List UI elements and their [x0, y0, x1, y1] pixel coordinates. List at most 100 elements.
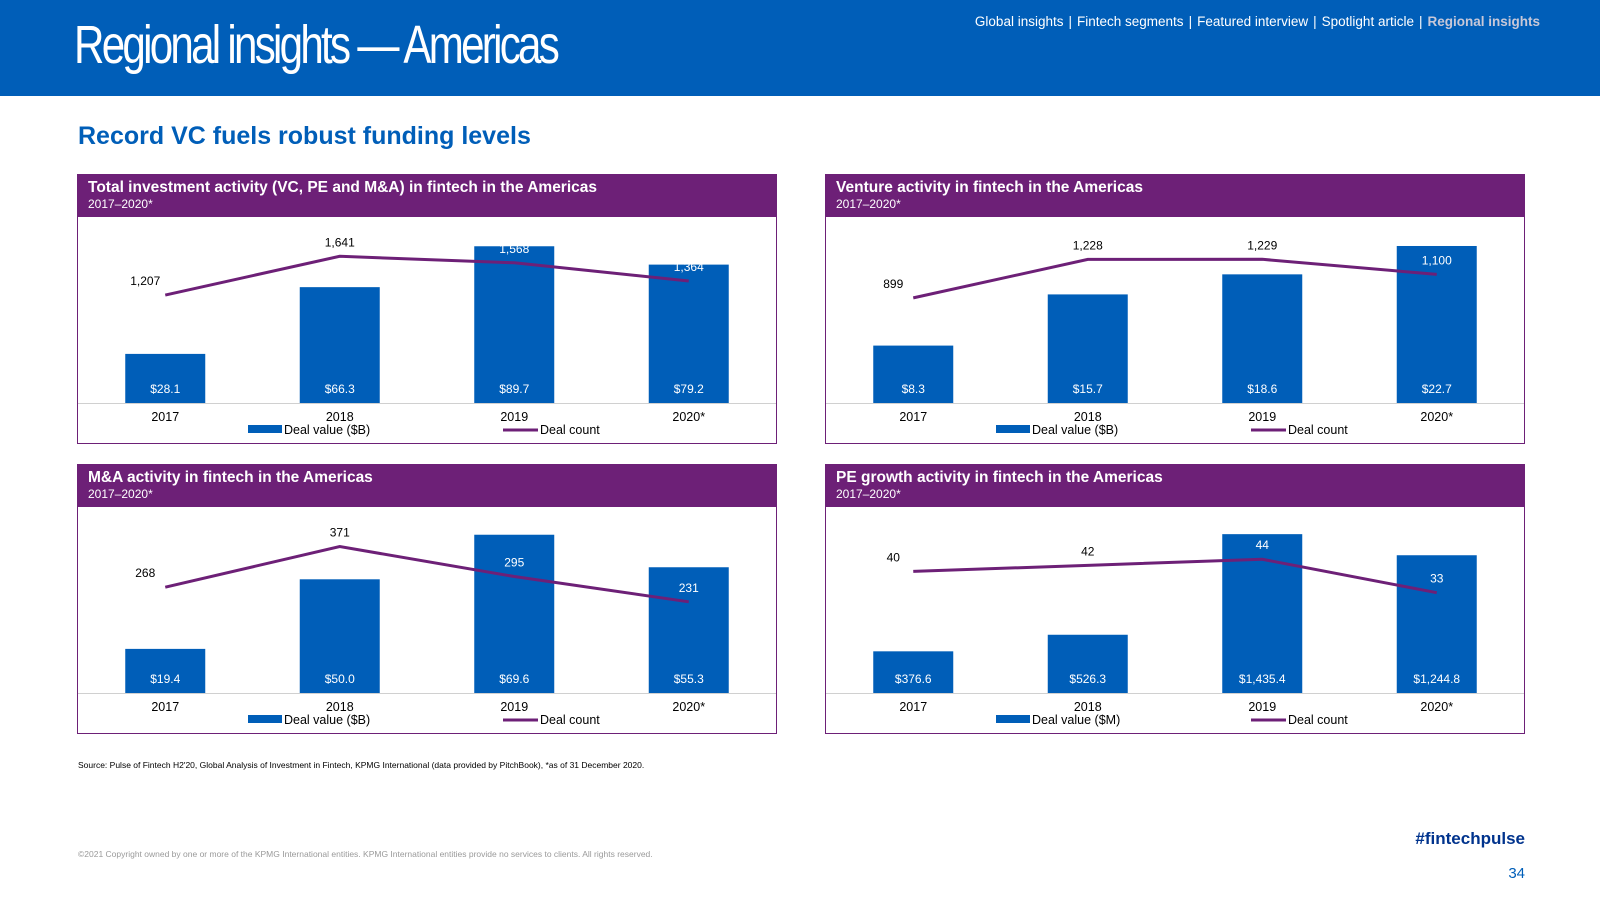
bar-value-label: $1,244.8: [1413, 672, 1460, 686]
deal-count-label: 1,207: [130, 274, 160, 288]
chart-period: 2017–2020*: [836, 197, 901, 211]
bar-2018: [299, 579, 380, 693]
bar-value-label: $22.7: [1422, 382, 1452, 396]
bar-value-label: $376.6: [895, 672, 932, 686]
x-tick-label: 2020*: [1420, 410, 1453, 424]
bar-value-label: $89.7: [499, 382, 529, 396]
bar-value-label: $28.1: [150, 382, 180, 396]
deal-count-label: 1,641: [325, 235, 355, 249]
copyright-notice: ©2021 Copyright owned by one or more of …: [78, 849, 653, 859]
nav-regional-insights[interactable]: Regional insights: [1427, 14, 1540, 29]
bar-2019: [474, 534, 555, 693]
legend-bar-swatch: [248, 715, 282, 723]
x-tick-label: 2019: [1248, 700, 1276, 714]
x-tick-label: 2018: [1074, 410, 1102, 424]
deal-count-label: 40: [887, 550, 901, 564]
chart-panel-total-investment: Total investment activity (VC, PE and M&…: [77, 174, 777, 444]
bar-2017: [125, 648, 206, 693]
section-subtitle: Record VC fuels robust funding levels: [78, 122, 531, 150]
bar-value-label: $69.6: [499, 672, 529, 686]
legend-line-label: Deal count: [1288, 713, 1348, 727]
chart-period: 2017–2020*: [836, 487, 901, 501]
bar-value-label: $526.3: [1069, 672, 1106, 686]
nav-separator: |: [1418, 14, 1423, 29]
legend-bar-label: Deal value ($M): [1032, 713, 1120, 727]
deal-count-label: 1,228: [1073, 238, 1103, 252]
deal-count-label: 295: [504, 556, 524, 570]
deal-count-label: 44: [1256, 538, 1270, 552]
deal-count-label: 42: [1081, 544, 1095, 558]
x-tick-label: 2019: [1248, 410, 1276, 424]
chart-title: PE growth activity in fintech in the Ame…: [836, 469, 1163, 486]
chart-ma-activity: $19.4 2017 $50.0 2018 $69.6 2019 $55.3 2020* 268…: [78, 526, 776, 727]
hashtag[interactable]: #fintechpulse: [1415, 829, 1525, 848]
deal-count-line: [164, 544, 689, 604]
bar-2020: [648, 264, 729, 403]
deal-count-label: 268: [135, 566, 155, 580]
deal-count-line: [164, 254, 689, 297]
x-tick-label: 2020*: [1420, 700, 1453, 714]
chart-period: 2017–2020*: [88, 197, 153, 211]
legend-line-label: Deal count: [540, 423, 600, 437]
x-tick-label: 2018: [326, 410, 354, 424]
legend-bar-label: Deal value ($B): [284, 713, 370, 727]
nav-separator: |: [1068, 14, 1072, 29]
bar-value-label: $55.3: [674, 672, 704, 686]
x-tick-label: 2020*: [672, 700, 705, 714]
header-bar: Regional insights — Americas Global insi…: [0, 0, 1600, 96]
chart-panel-pe-growth: PE growth activity in fintech in the Ame…: [825, 464, 1525, 734]
chart-pe-growth: $376.6 2017 $526.3 2018 $1,435.4 2019 $1,244.8…: [826, 534, 1524, 727]
nav-featured-interview[interactable]: Featured interview: [1197, 14, 1309, 29]
x-tick-label: 2019: [500, 700, 528, 714]
nav-spotlight-article[interactable]: Spotlight article: [1321, 14, 1414, 29]
chart-title: Total investment activity (VC, PE and M&…: [88, 179, 598, 196]
chart-total-investment: $28.1 2017 $66.3 2018 $89.7 2019 $79.2 2020* 1,2…: [78, 235, 776, 437]
chart-panel-venture-activity: Venture activity in fintech in the Ameri…: [825, 174, 1525, 444]
page-number: 34: [1508, 865, 1525, 882]
legend-bar-swatch: [996, 425, 1030, 433]
bar-2017: [873, 345, 954, 403]
bar-2019: [1222, 274, 1303, 403]
legend-line-label: Deal count: [1288, 423, 1348, 437]
x-tick-label: 2017: [151, 700, 179, 714]
bar-2017: [873, 651, 954, 693]
legend-line-label: Deal count: [540, 713, 600, 727]
legend-bar-swatch: [248, 425, 282, 433]
top-navigation: Global insights | Fintech segments | Fea…: [975, 14, 1540, 29]
deal-count-label: 371: [330, 526, 350, 540]
panel-header: Total investment activity (VC, PE and M&…: [78, 175, 776, 217]
bar-value-label: $8.3: [902, 382, 926, 396]
bar-value-label: $50.0: [325, 672, 355, 686]
deal-count-label: 899: [883, 277, 903, 291]
bar-value-label: $19.4: [150, 672, 180, 686]
deal-count-label: 231: [679, 581, 699, 595]
chart-title: Venture activity in fintech in the Ameri…: [836, 179, 1143, 196]
page-title: Regional insights — Americas: [74, 15, 560, 75]
deal-count-line: [913, 557, 1438, 595]
x-tick-label: 2017: [899, 700, 927, 714]
legend-bar-label: Deal value ($B): [1032, 423, 1118, 437]
deal-count-label: 1,100: [1422, 253, 1452, 267]
bar-value-label: $15.7: [1073, 382, 1103, 396]
chart-venture-activity: $8.3 2017 $15.7 2018 $18.6 2019 $22.7 2020* 899 1…: [826, 238, 1524, 437]
bar-2018: [1047, 634, 1128, 693]
x-tick-label: 2019: [500, 410, 528, 424]
bar-2019: [474, 246, 555, 403]
nav-fintech-segments[interactable]: Fintech segments: [1077, 14, 1184, 29]
x-tick-label: 2018: [326, 700, 354, 714]
bar-2018: [1047, 294, 1128, 403]
bar-value-label: $18.6: [1247, 382, 1277, 396]
nav-global-insights[interactable]: Global insights: [974, 14, 1064, 29]
bar-value-label: $79.2: [674, 382, 704, 396]
deal-count-label: 1,364: [674, 260, 704, 274]
source-note: Source: Pulse of Fintech H2'20, Global A…: [78, 760, 645, 770]
chart-title: M&A activity in fintech in the Americas: [88, 469, 373, 486]
bar-2020: [1396, 245, 1477, 403]
x-tick-label: 2017: [151, 410, 179, 424]
bar-value-label: $1,435.4: [1239, 672, 1286, 686]
nav-separator: |: [1313, 14, 1317, 29]
x-tick-label: 2017: [899, 410, 927, 424]
bar-2018: [299, 287, 380, 403]
panel-header: Venture activity in fintech in the Ameri…: [826, 175, 1524, 217]
bar-2020: [648, 567, 729, 693]
